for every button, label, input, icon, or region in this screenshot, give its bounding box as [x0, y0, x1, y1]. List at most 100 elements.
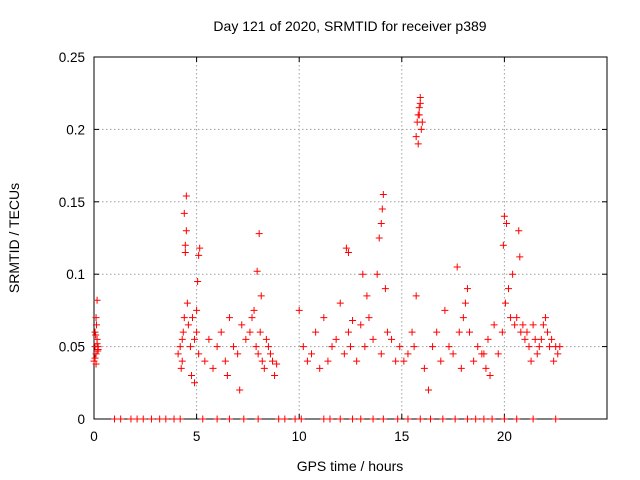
data-point: [186, 343, 194, 351]
data-point: [429, 343, 437, 351]
data-point: [281, 415, 289, 423]
data-point: [369, 415, 377, 423]
data-point: [433, 328, 441, 336]
data-point: [92, 321, 100, 329]
data-point: [295, 306, 303, 314]
data-point: [513, 314, 521, 322]
data-point: [537, 335, 545, 343]
data-point: [133, 415, 141, 423]
data-point: [91, 354, 99, 362]
data-point: [488, 415, 496, 423]
data-point: [260, 364, 268, 372]
data-point: [410, 343, 418, 351]
data-point: [258, 357, 266, 365]
data-point: [379, 191, 387, 199]
data-point: [181, 248, 189, 256]
data-point: [441, 306, 449, 314]
data-point: [480, 415, 488, 423]
data-point: [554, 350, 562, 358]
data-point: [412, 133, 420, 141]
data-point: [548, 335, 556, 343]
data-point: [273, 360, 281, 368]
data-point: [529, 415, 537, 423]
data-point: [253, 267, 261, 275]
data-point: [461, 299, 469, 307]
data-point: [191, 379, 199, 387]
data-point: [499, 241, 507, 249]
data-point: [256, 328, 264, 336]
data-point: [424, 386, 432, 394]
data-point: [236, 386, 244, 394]
data-point: [466, 328, 474, 336]
y-axis-label: SRMTID / TECUs: [6, 183, 22, 293]
data-point: [417, 125, 425, 133]
data-point: [194, 277, 202, 285]
data-point: [344, 328, 352, 336]
data-point: [195, 350, 203, 358]
data-point: [498, 328, 506, 336]
data-point: [494, 350, 502, 358]
data-point: [324, 357, 332, 365]
data-point: [541, 314, 549, 322]
data-point: [451, 415, 459, 423]
data-point: [509, 270, 517, 278]
data-point: [373, 270, 381, 278]
data-point: [455, 328, 463, 336]
data-point: [400, 357, 408, 365]
data-point: [92, 360, 100, 368]
data-point: [266, 350, 274, 358]
data-point: [180, 314, 188, 322]
data-point: [344, 248, 352, 256]
data-point: [328, 343, 336, 351]
data-point: [361, 343, 369, 351]
data-point: [240, 415, 248, 423]
data-point: [349, 415, 357, 423]
data-point: [505, 285, 513, 293]
data-point: [365, 314, 373, 322]
data-point: [209, 364, 217, 372]
data-point: [459, 314, 467, 322]
data-point: [250, 306, 258, 314]
y-tick-label: 0.1: [66, 267, 85, 282]
data-point: [139, 415, 147, 423]
data-point: [527, 357, 535, 365]
data-point: [359, 270, 367, 278]
data-point: [379, 415, 387, 423]
data-point: [353, 357, 361, 365]
data-point: [420, 364, 428, 372]
data-point: [332, 335, 340, 343]
data-point: [187, 372, 195, 380]
data-point: [193, 306, 201, 314]
data-point: [254, 350, 262, 358]
data-point: [381, 285, 389, 293]
data-point: [182, 192, 190, 200]
data-point: [221, 357, 229, 365]
data-point: [342, 244, 350, 252]
y-tick-label: 0.25: [59, 50, 85, 65]
data-point: [377, 220, 385, 228]
data-point: [183, 299, 191, 307]
data-point: [404, 350, 412, 358]
data-point: [269, 357, 277, 365]
data-point: [246, 328, 254, 336]
data-point: [93, 340, 101, 348]
data-point: [357, 415, 365, 423]
data-points: [90, 94, 564, 423]
data-point: [482, 364, 490, 372]
data-point: [519, 321, 527, 329]
data-point: [156, 415, 164, 423]
data-point: [94, 347, 102, 355]
data-point: [533, 350, 541, 358]
data-point: [529, 321, 537, 329]
data-point: [326, 415, 334, 423]
data-point: [377, 350, 385, 358]
data-point: [180, 209, 188, 217]
data-point: [93, 296, 101, 304]
data-point: [91, 328, 99, 336]
data-point: [501, 299, 509, 307]
data-point: [92, 314, 100, 322]
data-point: [474, 343, 482, 351]
data-point: [511, 321, 519, 329]
data-point: [416, 99, 424, 107]
data-point: [181, 241, 189, 249]
